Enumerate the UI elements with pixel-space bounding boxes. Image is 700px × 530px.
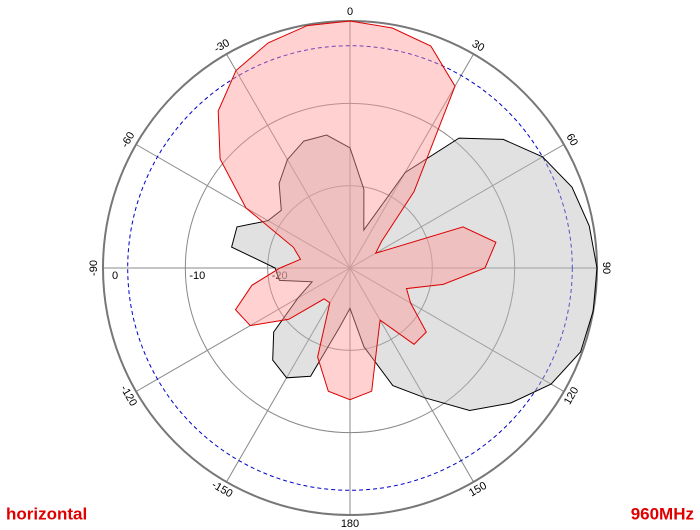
angle-label: -150	[210, 479, 235, 500]
angle-label: -90	[88, 260, 100, 276]
grid-ring	[184, 102, 516, 434]
angle-label: 0	[347, 6, 353, 18]
grid-ring	[267, 185, 433, 351]
polarization-label: horizontal	[6, 504, 87, 523]
reference-ring	[127, 45, 573, 491]
r-tick-label: 0	[112, 270, 118, 282]
angle-label: 180	[341, 518, 359, 530]
angle-label: -120	[118, 383, 139, 408]
pattern-trace	[231, 134, 598, 412]
spoke	[349, 144, 565, 269]
spoke	[349, 267, 474, 483]
spoke	[135, 267, 351, 392]
spoke	[349, 267, 565, 392]
frequency-label: 960MHz	[631, 504, 694, 523]
spoke	[349, 53, 474, 269]
angle-label: 30	[470, 38, 487, 55]
pattern-trace	[217, 20, 497, 401]
spoke	[226, 53, 351, 269]
spoke	[135, 144, 351, 269]
r-tick-label: -20	[272, 270, 288, 282]
angle-label: 90	[600, 262, 612, 274]
angle-label: 60	[564, 132, 581, 149]
r-tick-label: -10	[189, 270, 205, 282]
